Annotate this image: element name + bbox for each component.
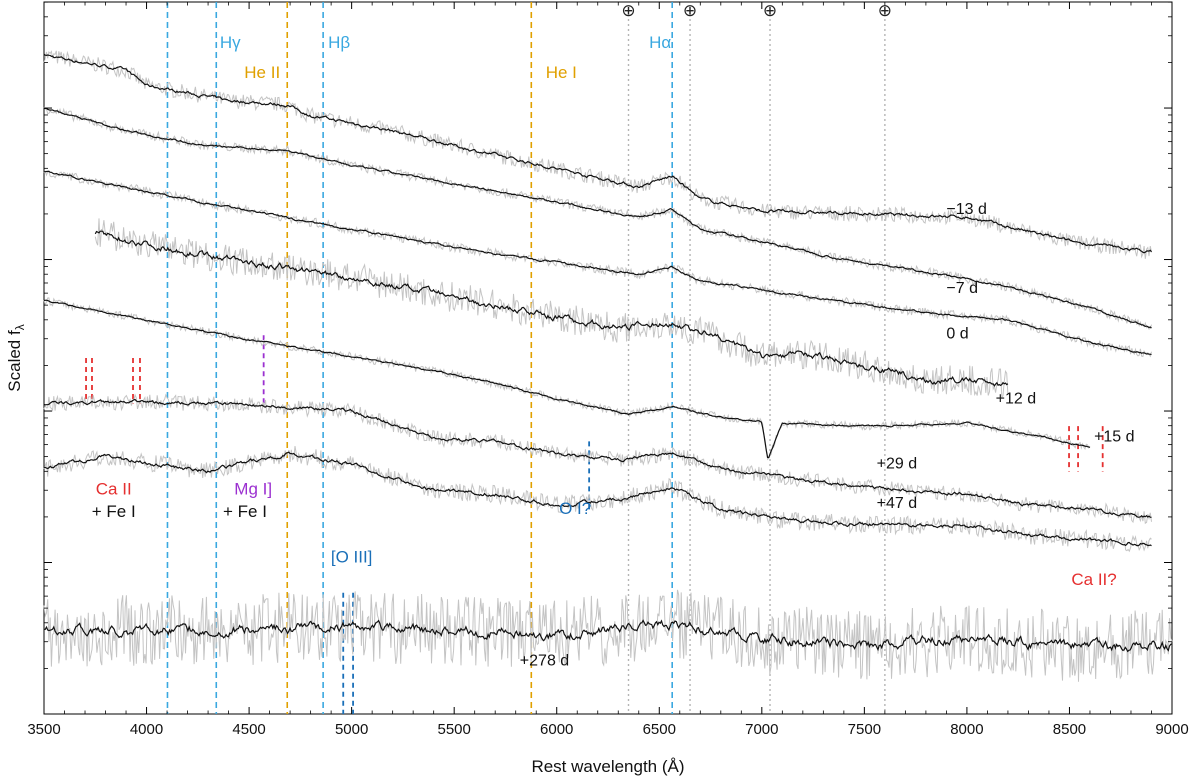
x-axis-title: Rest wavelength (Å) [531, 757, 684, 776]
spectrum-smoothed-6 [43, 451, 1152, 547]
telluric-symbol-0: ⊕ [621, 1, 635, 20]
spectrum-smoothed-1 [43, 107, 1152, 329]
x-tick-label-4: 5500 [437, 721, 470, 738]
x-tick-label-7: 7000 [745, 721, 778, 738]
x-tick-label-10: 8500 [1053, 721, 1086, 738]
x-tick-label-1: 4000 [130, 721, 163, 738]
telluric-symbol-1: ⊕ [683, 1, 697, 20]
line-marker-label-0: Hγ [220, 33, 241, 52]
spectrum-smoothed-5 [43, 398, 1152, 518]
epoch-label-2: 0 d [946, 325, 968, 342]
epoch-label-6: +47 d [877, 495, 917, 512]
line-annotation-5: [O III] [331, 548, 373, 567]
telluric-symbol-2: ⊕ [763, 1, 777, 20]
x-tick-label-5: 6000 [540, 721, 573, 738]
line-marker-label-1: Hβ [328, 33, 350, 52]
spectrum-smoothed-0 [43, 53, 1152, 254]
spectrum-raw-4 [43, 297, 1091, 461]
x-tick-label-6: 6500 [643, 721, 676, 738]
line-annotation-2: Mg I] [234, 479, 272, 498]
y-axis-title-subscript: λ [13, 324, 27, 330]
line-marker-label-2: Hα [649, 33, 671, 52]
line-marker-label-4: He II [244, 63, 280, 82]
plot-frame [43, 1, 1173, 715]
spectrum-raw-3 [94, 218, 1009, 399]
spectrum-raw-0 [43, 50, 1152, 259]
y-axis-title: Scaled fλ [5, 324, 27, 391]
line-annotation-0: Ca II [96, 479, 132, 498]
line-annotation-3: + Fe I [223, 502, 267, 521]
spectrum-smoothed-4 [43, 299, 1091, 459]
spectrum-raw-5 [43, 393, 1152, 525]
y-axis-title-main: Scaled f [5, 330, 24, 392]
x-tick-label-8: 7500 [848, 721, 881, 738]
line-marker-label-5: He I [546, 63, 577, 82]
line-annotation-6: Ca II? [1071, 570, 1116, 589]
x-tick-label-11: 9000 [1155, 721, 1188, 738]
epoch-label-7: +278 d [520, 653, 569, 670]
spectrum-raw-2 [43, 170, 1152, 358]
x-tick-label-3: 5000 [335, 721, 368, 738]
epoch-label-3: +12 d [996, 390, 1036, 407]
x-tick-label-0: 3500 [27, 721, 60, 738]
spectrum-raw-6 [43, 446, 1152, 553]
spectrum-smoothed-7 [43, 619, 1173, 653]
line-annotation-4: O I? [559, 499, 591, 518]
spectrum-smoothed-2 [43, 170, 1152, 356]
x-tick-label-9: 8000 [950, 721, 983, 738]
epoch-label-1: −7 d [946, 280, 978, 297]
line-annotation-1: + Fe I [92, 502, 136, 521]
epoch-label-4: +15 d [1094, 428, 1134, 445]
telluric-symbol-3: ⊕ [878, 1, 892, 20]
x-tick-label-2: 4500 [232, 721, 265, 738]
spectrum-raw-1 [43, 106, 1152, 330]
epoch-label-0: −13 d [946, 201, 986, 218]
epoch-label-5: +29 d [877, 456, 917, 473]
spectrum-smoothed-3 [94, 230, 1009, 387]
